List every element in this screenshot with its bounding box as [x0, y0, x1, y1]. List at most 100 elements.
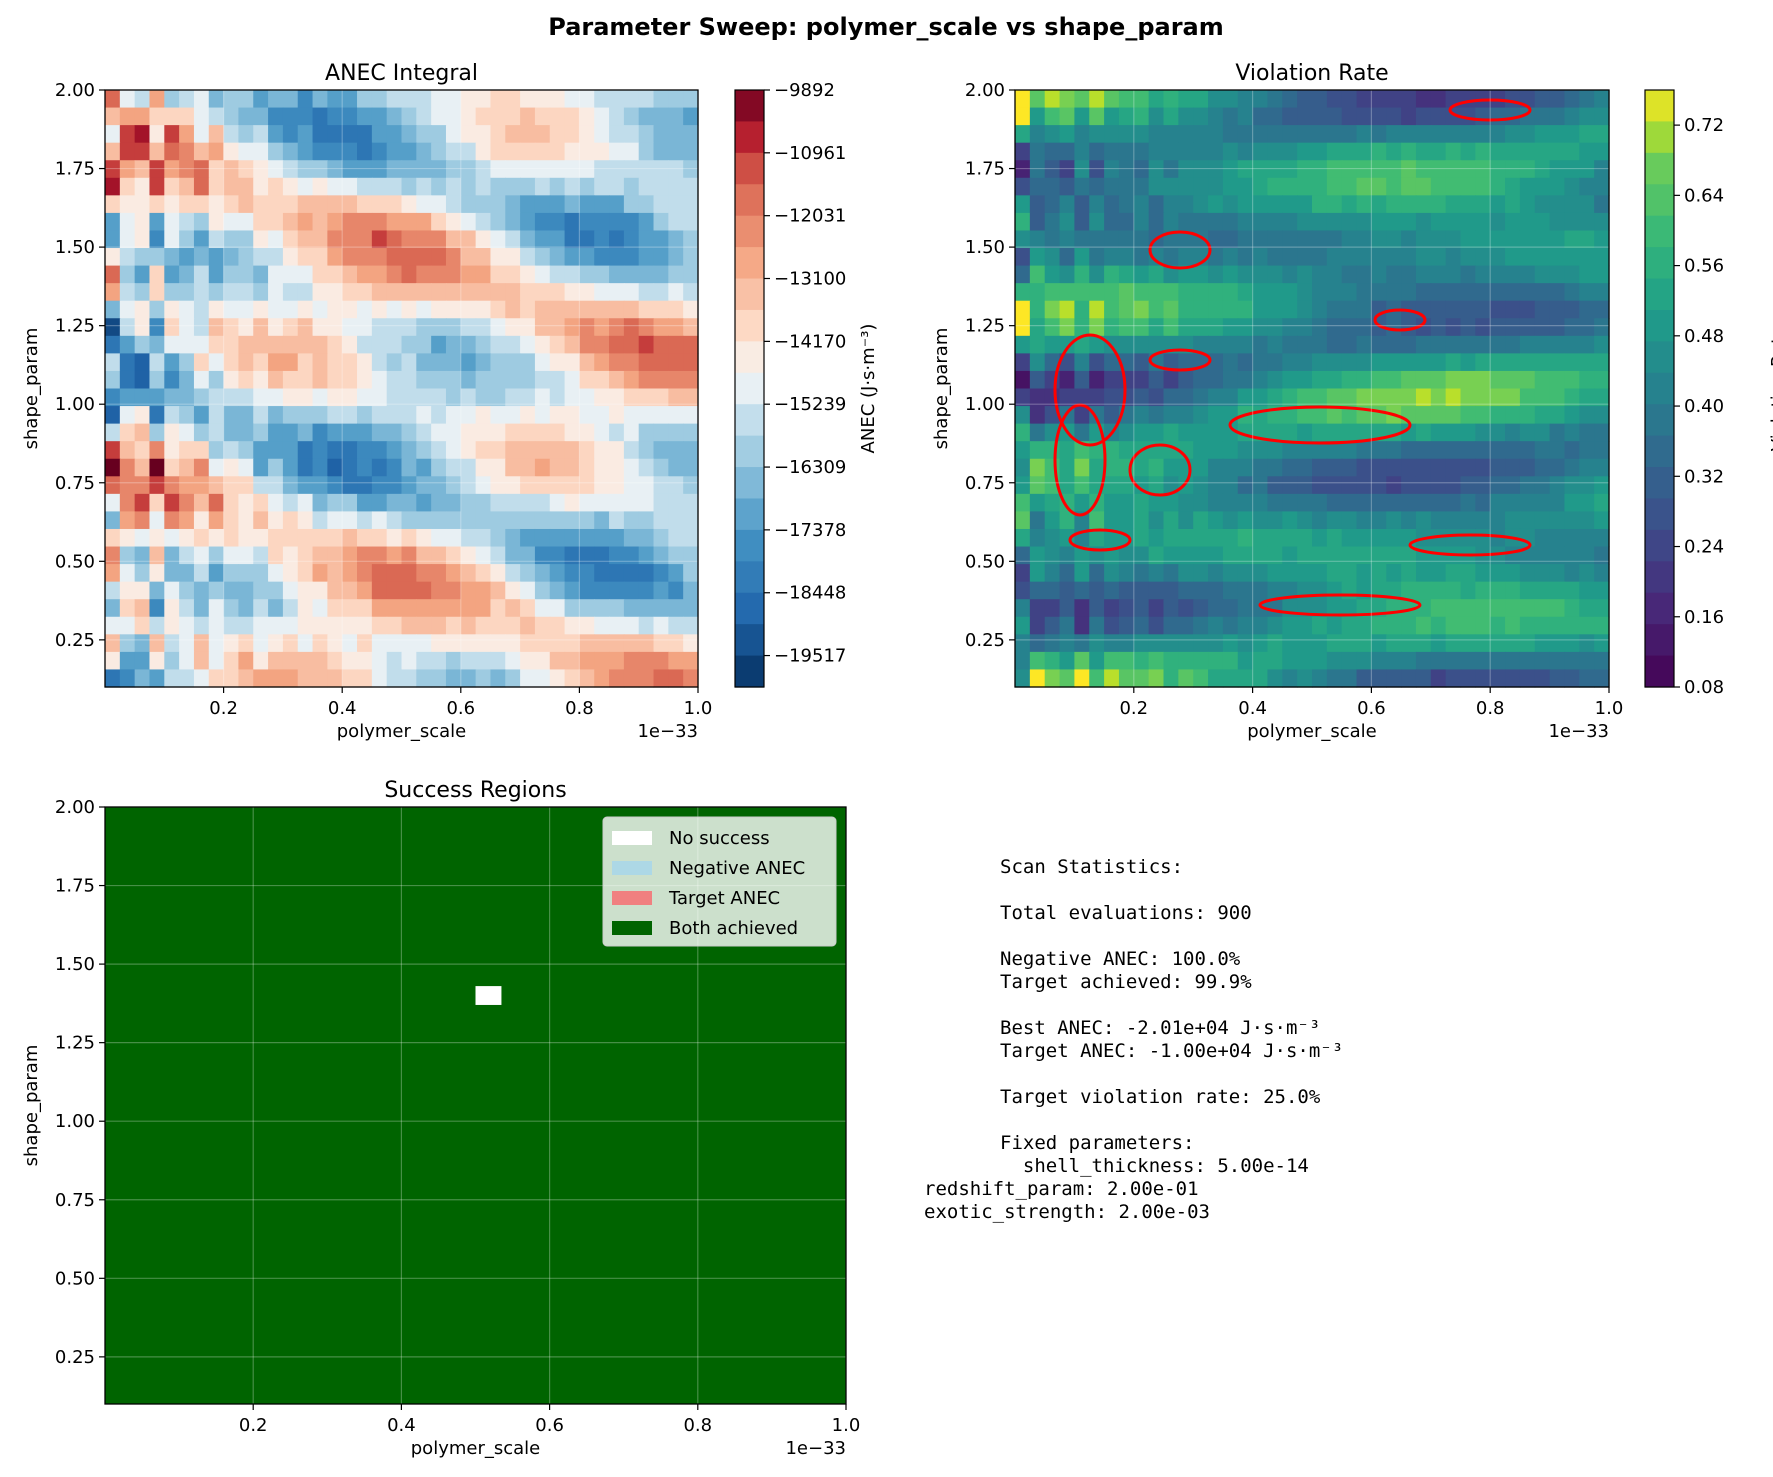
heat-cell [1341, 616, 1358, 635]
heat-cell [1267, 441, 1283, 460]
heat-cell [1401, 212, 1417, 232]
heat-cell [1594, 90, 1610, 109]
heat-cell [1178, 90, 1194, 109]
colorbar-segment [735, 372, 764, 405]
heat-cell [1415, 564, 1432, 583]
heat-cell [1505, 441, 1521, 460]
heat-cell [1579, 335, 1595, 354]
heat-cell [1208, 493, 1224, 513]
heat-cell [1208, 581, 1224, 600]
heat-cell [386, 90, 403, 109]
heat-cell [1208, 90, 1224, 109]
heat-cell [1104, 230, 1120, 249]
subplot-title: Success Regions [384, 778, 566, 803]
heat-cell [193, 265, 210, 284]
heat-cell [1490, 616, 1506, 635]
heat-cell [534, 125, 551, 144]
heat-cell [312, 353, 328, 372]
heat-cell [105, 248, 121, 267]
colorbar-segment [735, 467, 764, 500]
heat-cell [149, 528, 165, 548]
heat-cell [1178, 423, 1194, 442]
heat-cell [105, 230, 121, 249]
heat-cell [683, 283, 699, 302]
heat-cell [1208, 546, 1224, 565]
heat-cell [1282, 476, 1298, 495]
heat-cell [1237, 265, 1254, 284]
heat-cell [342, 546, 358, 565]
heat-cell [416, 441, 432, 460]
heat-cell [327, 406, 343, 425]
heat-cell [386, 335, 403, 354]
heat-cell [1118, 335, 1135, 354]
heat-cell [297, 599, 314, 618]
heat-cell [1371, 388, 1387, 407]
heat-cell [357, 160, 373, 179]
heat-cell [534, 177, 551, 196]
heat-cell [149, 511, 165, 530]
heat-cell [297, 634, 314, 653]
heat-cell [386, 458, 403, 477]
heat-cell [386, 616, 403, 635]
heat-cell [609, 160, 625, 179]
heat-cell [1015, 107, 1031, 126]
heat-cell [1237, 388, 1254, 407]
heat-cell [683, 107, 699, 126]
heat-cell [1163, 300, 1179, 319]
heat-cell [1312, 651, 1328, 671]
heat-cell [1564, 370, 1580, 390]
heat-cell [564, 283, 580, 302]
heat-cell [1252, 388, 1269, 407]
heat-cell [119, 353, 136, 372]
heat-cell [297, 458, 314, 477]
heat-cell [505, 616, 521, 635]
heat-cell [386, 230, 403, 249]
heat-cell [520, 125, 536, 144]
heat-cell [223, 441, 240, 460]
heat-cell [416, 90, 432, 109]
heat-cell [1104, 248, 1120, 267]
heat-cell [1059, 90, 1075, 109]
heat-cell [431, 669, 447, 688]
heat-cell [1059, 564, 1075, 583]
heat-cell [1297, 142, 1313, 161]
heat-cell [1401, 546, 1417, 565]
heat-cell [1386, 476, 1402, 495]
heat-cell [1356, 441, 1372, 460]
heat-cell [357, 441, 373, 460]
heat-cell [1148, 511, 1165, 530]
heat-cell [1193, 493, 1209, 513]
heat-cell [1534, 195, 1551, 214]
heat-cell [1549, 125, 1566, 144]
heat-cell [609, 195, 625, 214]
heat-cell [371, 248, 388, 267]
heat-cell [1312, 230, 1328, 249]
heat-cell [1297, 160, 1313, 179]
heat-cell [1044, 160, 1061, 179]
heat-cell [416, 283, 432, 302]
heat-cell [105, 441, 121, 460]
heat-cell [193, 370, 210, 390]
heat-cell [119, 283, 136, 302]
heat-cell [401, 406, 417, 425]
heat-cell [1074, 90, 1090, 109]
heat-cell [282, 177, 299, 196]
heat-cell [1178, 616, 1194, 635]
heat-cell [297, 423, 314, 442]
heat-cell [386, 265, 403, 284]
heat-cell [1460, 388, 1476, 407]
heat-cell [1252, 669, 1269, 688]
heat-cell [609, 318, 625, 337]
heat-cell [1356, 90, 1372, 109]
heat-cell [490, 423, 506, 442]
heat-cell [1519, 616, 1536, 635]
heat-cell [1401, 458, 1417, 477]
heat-cell [1505, 476, 1521, 495]
heat-cell [1193, 616, 1209, 635]
heat-cell [1282, 458, 1298, 477]
heat-cell [623, 195, 640, 214]
heat-cell [490, 177, 506, 196]
colorbar-0 [734, 89, 770, 688]
heat-cell [1252, 370, 1269, 390]
heat-cell [549, 248, 566, 267]
